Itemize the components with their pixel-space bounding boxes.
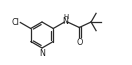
Text: N: N <box>39 49 45 58</box>
Text: H: H <box>63 14 68 20</box>
Text: O: O <box>77 38 83 48</box>
Text: N: N <box>63 17 69 26</box>
Text: Cl: Cl <box>11 17 19 27</box>
